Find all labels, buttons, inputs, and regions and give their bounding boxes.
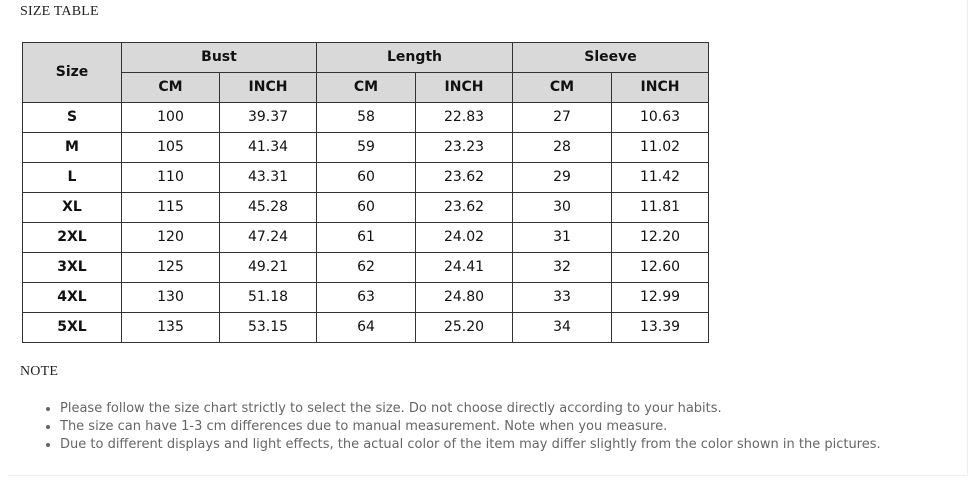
table-cell: 105: [121, 132, 220, 163]
table-row: 2XL 120 47.24 61 24.02 31 12.20: [22, 222, 709, 253]
table-cell: 43.31: [219, 162, 317, 193]
table-cell: 34: [512, 312, 612, 343]
size-corner-label: Size: [22, 42, 122, 103]
note-item: Due to different displays and light effe…: [60, 436, 881, 454]
table-row: L 110 43.31 60 23.62 29 11.42: [22, 162, 709, 193]
table-cell: 24.80: [415, 282, 513, 313]
note-item: Please follow the size chart strictly to…: [60, 400, 881, 418]
table-cell: 22.83: [415, 102, 513, 133]
table-cell: 11.81: [611, 192, 709, 223]
table-cell: 10.63: [611, 102, 709, 133]
note-title: NOTE: [20, 364, 59, 379]
table-cell: 12.60: [611, 252, 709, 283]
note-list: Please follow the size chart strictly to…: [38, 400, 881, 454]
unit-header: CM: [512, 72, 612, 103]
table-cell: 23.62: [415, 162, 513, 193]
table-cell: 49.21: [219, 252, 317, 283]
table-cell: 11.42: [611, 162, 709, 193]
table-cell: 51.18: [219, 282, 317, 313]
table-cell: 58: [316, 102, 416, 133]
table-cell: 130: [121, 282, 220, 313]
table-cell: 64: [316, 312, 416, 343]
group-header-row: Size Bust Length Sleeve: [22, 42, 709, 103]
table-row: XL 115 45.28 60 23.62 30 11.81: [22, 192, 709, 223]
size-table-title: SIZE TABLE: [20, 4, 99, 19]
table-cell: 62: [316, 252, 416, 283]
table-cell: 63: [316, 282, 416, 313]
table-cell: 135: [121, 312, 220, 343]
table-cell: 41.34: [219, 132, 317, 163]
size-label: L: [22, 162, 122, 193]
table-cell: 110: [121, 162, 220, 193]
table-cell: 32: [512, 252, 612, 283]
note-item: The size can have 1-3 cm differences due…: [60, 418, 881, 436]
table-cell: 47.24: [219, 222, 317, 253]
table-cell: 60: [316, 162, 416, 193]
table-row: 5XL 135 53.15 64 25.20 34 13.39: [22, 312, 709, 343]
table-cell: 61: [316, 222, 416, 253]
table-row: 4XL 130 51.18 63 24.80 33 12.99: [22, 282, 709, 313]
table-cell: 125: [121, 252, 220, 283]
size-label: S: [22, 102, 122, 133]
size-label: M: [22, 132, 122, 163]
group-header-bust: Bust: [121, 42, 317, 73]
table-cell: 39.37: [219, 102, 317, 133]
table-cell: 53.15: [219, 312, 317, 343]
table-cell: 45.28: [219, 192, 317, 223]
group-header-length: Length: [316, 42, 513, 73]
table-cell: 59: [316, 132, 416, 163]
table-cell: 31: [512, 222, 612, 253]
table-cell: 25.20: [415, 312, 513, 343]
table-cell: 12.20: [611, 222, 709, 253]
table-cell: 24.02: [415, 222, 513, 253]
unit-header: INCH: [415, 72, 513, 103]
table-cell: 33: [512, 282, 612, 313]
unit-header-row: CM INCH CM INCH CM INCH: [23, 72, 709, 103]
size-label: 4XL: [22, 282, 122, 313]
unit-header: INCH: [611, 72, 709, 103]
table-cell: 30: [512, 192, 612, 223]
content-frame: [8, 0, 968, 476]
size-label: 5XL: [22, 312, 122, 343]
unit-header: INCH: [219, 72, 317, 103]
unit-header: CM: [121, 72, 220, 103]
table-cell: 120: [121, 222, 220, 253]
table-row: M 105 41.34 59 23.23 28 11.02: [22, 132, 709, 163]
table-cell: 29: [512, 162, 612, 193]
table-cell: 24.41: [415, 252, 513, 283]
table-cell: 13.39: [611, 312, 709, 343]
table-cell: 11.02: [611, 132, 709, 163]
size-table: Size Bust Length Sleeve CM INCH CM INCH …: [22, 42, 709, 343]
size-label: 2XL: [22, 222, 122, 253]
size-label: 3XL: [22, 252, 122, 283]
table-cell: 27: [512, 102, 612, 133]
table-row: 3XL 125 49.21 62 24.41 32 12.60: [22, 252, 709, 283]
table-cell: 23.23: [415, 132, 513, 163]
size-label: XL: [22, 192, 122, 223]
table-cell: 100: [121, 102, 220, 133]
table-cell: 12.99: [611, 282, 709, 313]
table-cell: 115: [121, 192, 220, 223]
unit-header: CM: [316, 72, 416, 103]
table-cell: 60: [316, 192, 416, 223]
table-row: S 100 39.37 58 22.83 27 10.63: [22, 102, 709, 133]
group-header-sleeve: Sleeve: [512, 42, 709, 73]
table-cell: 23.62: [415, 192, 513, 223]
table-cell: 28: [512, 132, 612, 163]
